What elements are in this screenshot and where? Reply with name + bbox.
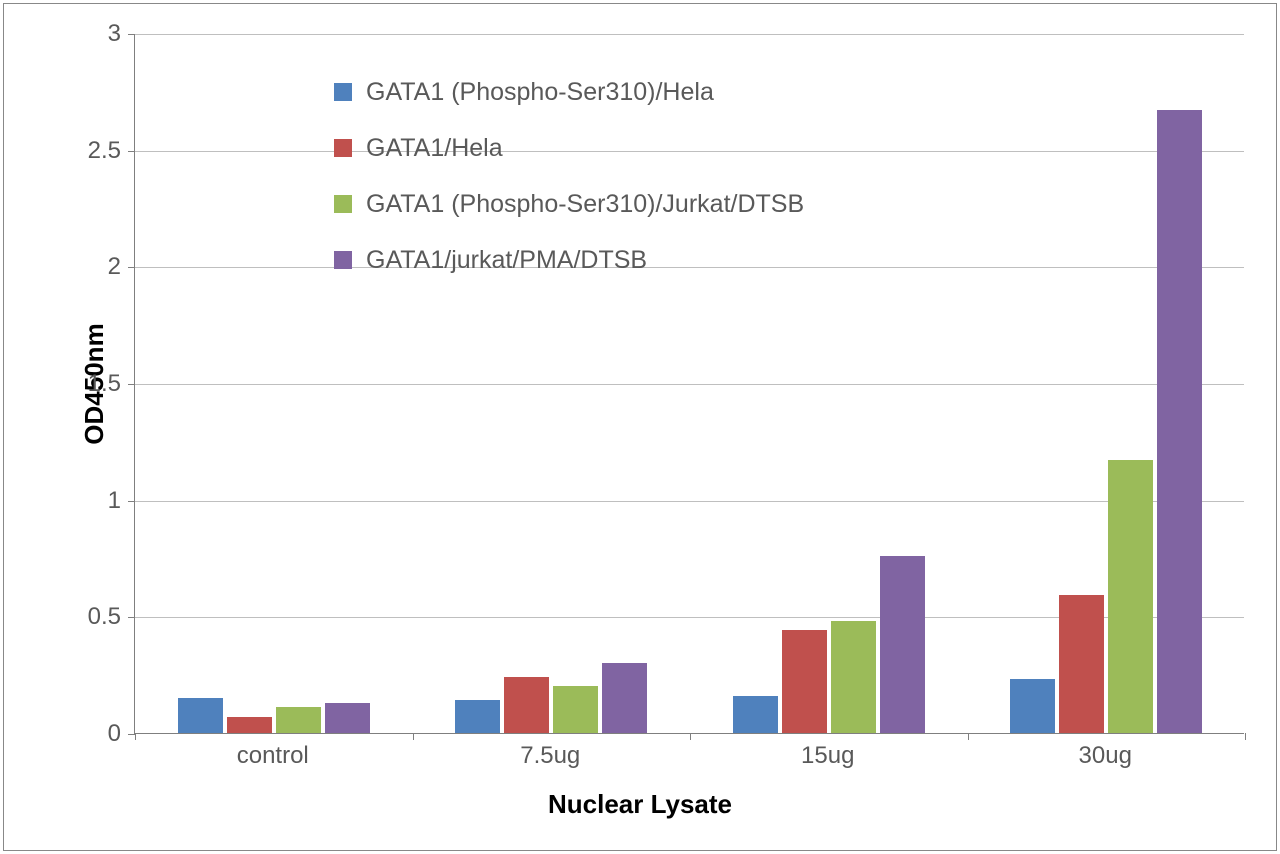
gridline	[135, 501, 1244, 502]
legend-item: GATA1 (Phospho-Ser310)/Hela	[334, 64, 804, 120]
legend-swatch	[334, 139, 352, 157]
xtick-label: 7.5ug	[520, 742, 580, 770]
bar	[1108, 460, 1153, 733]
xtick-mark	[690, 733, 691, 740]
legend-label: GATA1 (Phospho-Ser310)/Hela	[366, 78, 714, 107]
bar	[782, 630, 827, 733]
ytick-mark	[128, 501, 135, 502]
bar	[733, 696, 778, 733]
xtick-label: control	[237, 742, 309, 770]
gridline	[135, 34, 1244, 35]
bar	[276, 707, 321, 733]
xtick-mark	[1245, 733, 1246, 740]
bar	[504, 677, 549, 733]
chart-frame: OD450nm Nuclear Lysate GATA1 (Phospho-Se…	[3, 3, 1277, 851]
legend-label: GATA1/Hela	[366, 134, 503, 163]
xtick-label: 30ug	[1079, 742, 1132, 770]
ytick-mark	[128, 151, 135, 152]
bar	[227, 717, 272, 733]
ytick-label: 2.5	[41, 137, 121, 165]
legend-item: GATA1/jurkat/PMA/DTSB	[334, 232, 804, 288]
bar	[831, 621, 876, 733]
bar	[178, 698, 223, 733]
bar	[880, 556, 925, 733]
legend-swatch	[334, 195, 352, 213]
x-axis-title: Nuclear Lysate	[548, 789, 732, 820]
legend: GATA1 (Phospho-Ser310)/Hela GATA1/Hela GAT…	[334, 64, 804, 288]
bar	[553, 686, 598, 733]
ytick-label: 1	[41, 487, 121, 515]
xtick-mark	[968, 733, 969, 740]
bar	[455, 700, 500, 733]
bar	[1010, 679, 1055, 733]
xtick-label: 15ug	[801, 742, 854, 770]
xtick-mark	[413, 733, 414, 740]
ytick-label: 0.5	[41, 603, 121, 631]
bar	[602, 663, 647, 733]
ytick-mark	[128, 734, 135, 735]
legend-swatch	[334, 251, 352, 269]
bar	[325, 703, 370, 733]
ytick-mark	[128, 617, 135, 618]
bar	[1059, 595, 1104, 733]
ytick-mark	[128, 267, 135, 268]
ytick-mark	[128, 34, 135, 35]
legend-item: GATA1 (Phospho-Ser310)/Jurkat/DTSB	[334, 176, 804, 232]
xtick-mark	[135, 733, 136, 740]
ytick-mark	[128, 384, 135, 385]
ytick-label: 3	[41, 20, 121, 48]
legend-label: GATA1/jurkat/PMA/DTSB	[366, 246, 647, 275]
legend-item: GATA1/Hela	[334, 120, 804, 176]
ytick-label: 0	[41, 720, 121, 748]
legend-swatch	[334, 83, 352, 101]
bar	[1157, 110, 1202, 733]
gridline	[135, 384, 1244, 385]
ytick-label: 2	[41, 253, 121, 281]
ytick-label: 1.5	[41, 370, 121, 398]
legend-label: GATA1 (Phospho-Ser310)/Jurkat/DTSB	[366, 190, 804, 219]
